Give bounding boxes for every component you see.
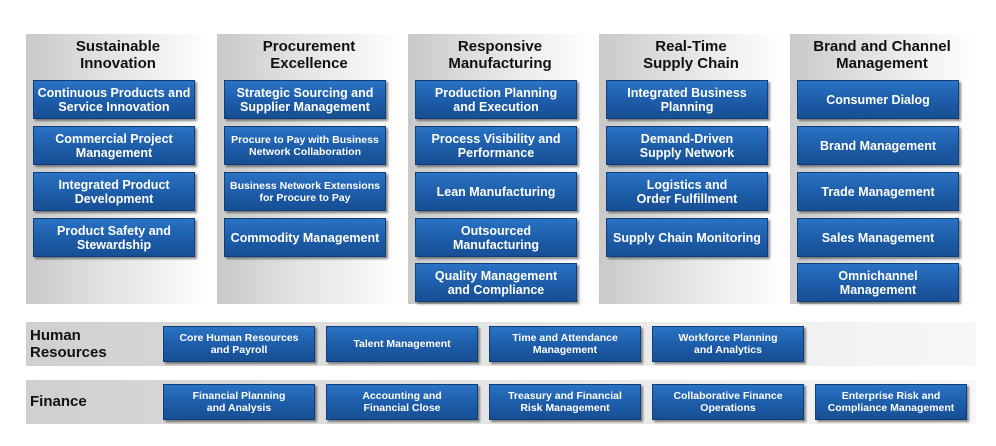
capability-integrated-product: Integrated Product Development	[33, 172, 195, 211]
column-title: Responsive Manufacturing	[448, 38, 552, 72]
capability-brand-management: Brand Management	[797, 126, 959, 165]
capability-omnichannel-management: Omnichannel Management	[797, 263, 959, 302]
capability-supply-chain-monitoring: Supply Chain Monitoring	[606, 218, 768, 257]
column-real-time-supply-chain: Real-Time Supply Chain Integrated Busines…	[599, 34, 783, 304]
capability-commodity-management: Commodity Management	[224, 218, 386, 257]
capability-lean-manufacturing: Lean Manufacturing	[415, 172, 577, 211]
capability-time-attendance: Time and Attendance Management	[489, 326, 641, 362]
column-procurement-excellence: Procurement Excellence Strategic Sourcing…	[217, 34, 401, 304]
capability-production-planning: Production Planning and Execution	[415, 80, 577, 119]
capability-sales-management: Sales Management	[797, 218, 959, 257]
capability-commercial-project: Commercial Project Management	[33, 126, 195, 165]
capability-logistics-order-fulfillment: Logistics and Order Fulfillment	[606, 172, 768, 211]
row-human-resources: Human Resources Core Human Resources and P…	[26, 322, 976, 366]
row-label: Human Resources	[30, 327, 107, 361]
capability-financial-planning: Financial Planning and Analysis	[163, 384, 315, 420]
capability-strategic-sourcing: Strategic Sourcing and Supplier Managemen…	[224, 80, 386, 119]
column-title: Procurement Excellence	[262, 38, 356, 72]
capability-treasury-risk: Treasury and Financial Risk Management	[489, 384, 641, 420]
capability-accounting-financial-close: Accounting and Financial Close	[326, 384, 478, 420]
column-title: Sustainable Innovation	[75, 38, 161, 72]
capability-talent-management: Talent Management	[326, 326, 478, 362]
row-finance: Finance Financial Planning and Analysis A…	[26, 380, 976, 424]
capability-business-network-extensions: Business Network Extensions for Procure t…	[224, 172, 386, 211]
capability-core-hr-payroll: Core Human Resources and Payroll	[163, 326, 315, 362]
capability-product-safety: Product Safety and Stewardship	[33, 218, 195, 257]
column-brand-channel-management: Brand and Channel Management Consumer Dia…	[790, 34, 974, 304]
capability-demand-driven-supply: Demand-Driven Supply Network	[606, 126, 768, 165]
column-title: Brand and Channel Management	[813, 38, 951, 72]
column-title: Real-Time Supply Chain	[643, 38, 739, 72]
capability-quality-management: Quality Management and Compliance	[415, 263, 577, 302]
capability-process-visibility: Process Visibility and Performance	[415, 126, 577, 165]
capability-integrated-business-planning: Integrated Business Planning	[606, 80, 768, 119]
column-sustainable-innovation: Sustainable Innovation Continuous Product…	[26, 34, 210, 304]
capability-procure-to-pay: Procure to Pay with Business Network Coll…	[224, 126, 386, 165]
column-responsive-manufacturing: Responsive Manufacturing Production Plann…	[408, 34, 592, 304]
capability-workforce-planning: Workforce Planning and Analytics	[652, 326, 804, 362]
capability-enterprise-risk-compliance: Enterprise Risk and Compliance Management	[815, 384, 967, 420]
capability-trade-management: Trade Management	[797, 172, 959, 211]
capability-consumer-dialog: Consumer Dialog	[797, 80, 959, 119]
capability-continuous-products: Continuous Products and Service Innovatio…	[33, 80, 195, 119]
capability-outsourced-manufacturing: Outsourced Manufacturing	[415, 218, 577, 257]
row-label: Finance	[30, 393, 87, 410]
capability-collaborative-finance: Collaborative Finance Operations	[652, 384, 804, 420]
